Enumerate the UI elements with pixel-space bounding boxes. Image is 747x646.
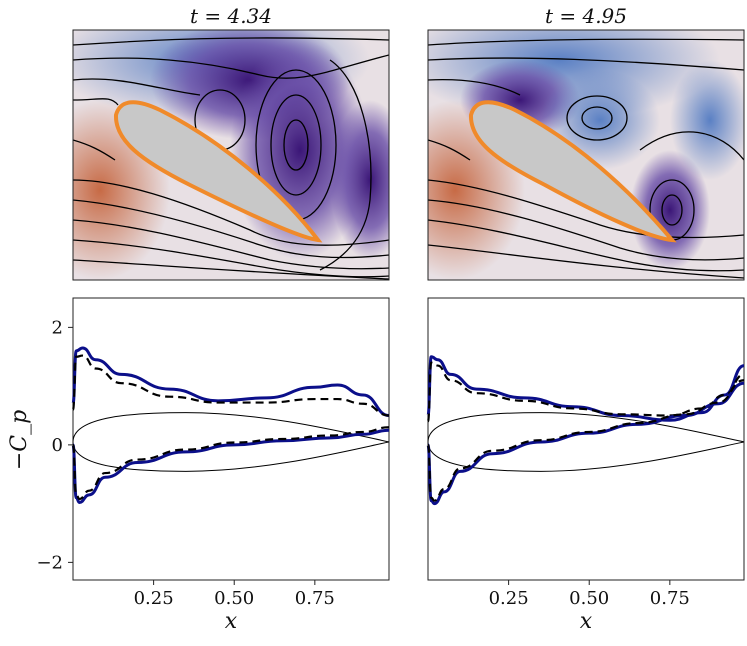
airfoil-outline-upper — [72, 412, 390, 443]
streamlines-left — [73, 37, 389, 280]
cp-chart-right: 0.25 0.50 0.75 x — [426, 297, 745, 634]
x-tick-label: 0.50 — [569, 588, 609, 609]
frame-top-left — [72, 29, 390, 281]
panel-title-right: t = 4.95 — [545, 4, 627, 28]
x-axis-label: x — [225, 609, 238, 634]
y-tick-label: 2 — [52, 317, 63, 338]
cp-series-dashed — [71, 354, 390, 417]
plot-frame — [72, 297, 390, 581]
cp-series-solid — [71, 346, 390, 417]
cp-series-dashed — [71, 426, 390, 501]
cp-series-solid — [426, 355, 745, 422]
flow-field-right — [428, 30, 744, 280]
x-tick-label: 0.75 — [650, 588, 690, 609]
airfoil-outline-lower — [72, 441, 390, 472]
y-tick-label: −2 — [36, 552, 63, 573]
streamlines-right — [428, 38, 744, 279]
x-tick-label: 0.50 — [214, 588, 254, 609]
flow-field-left — [73, 30, 389, 280]
airfoil-outline-lower — [427, 441, 745, 472]
cp-series-solid — [71, 428, 390, 504]
x-tick-label: 0.75 — [295, 588, 335, 609]
airfoil-outline-upper — [427, 412, 745, 443]
cp-chart-left: 0.25 0.50 0.75 −2 0 2 x — [36, 297, 390, 634]
x-tick-label: 0.25 — [489, 588, 529, 609]
airfoil-right — [468, 100, 677, 243]
airfoil-left — [113, 100, 323, 243]
frame-top-right — [427, 29, 745, 281]
cp-series-solid — [426, 381, 745, 506]
panel-title-left: t = 4.34 — [190, 4, 272, 28]
x-tick-label: 0.25 — [134, 588, 174, 609]
cp-series-dashed — [426, 361, 745, 423]
plot-frame — [427, 297, 745, 581]
cp-series-dashed — [426, 379, 745, 502]
y-tick-label: 0 — [52, 435, 63, 456]
y-axis-label: −C_p — [7, 410, 32, 470]
x-axis-label: x — [580, 609, 593, 634]
